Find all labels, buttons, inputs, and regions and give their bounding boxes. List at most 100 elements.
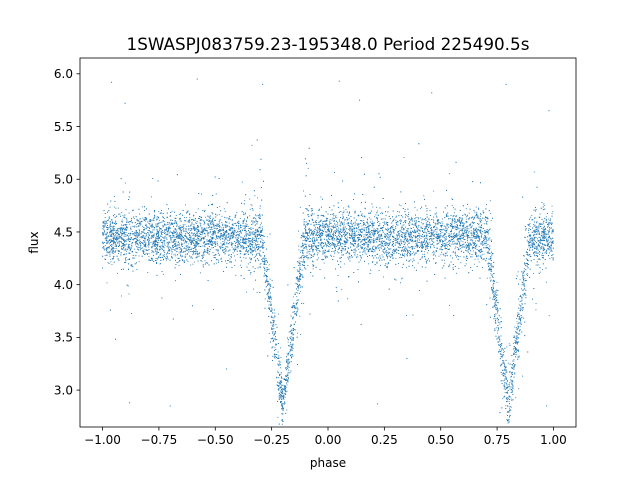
- data-point: [336, 226, 338, 228]
- data-point: [236, 212, 238, 213]
- data-point: [104, 230, 105, 232]
- data-point: [128, 235, 129, 237]
- data-point: [113, 248, 115, 249]
- data-point: [119, 235, 121, 237]
- data-point: [136, 268, 138, 270]
- data-point: [237, 247, 239, 249]
- data-point: [305, 224, 307, 226]
- data-point: [510, 381, 512, 383]
- data-point: [151, 259, 153, 261]
- data-point: [445, 230, 447, 231]
- data-point: [536, 264, 538, 266]
- data-point: [129, 232, 131, 234]
- data-point: [307, 265, 309, 266]
- data-point: [276, 344, 277, 346]
- data-point: [328, 234, 330, 236]
- data-point: [460, 235, 462, 237]
- data-point: [133, 231, 135, 233]
- data-point: [509, 382, 511, 384]
- data-point: [467, 243, 469, 245]
- data-point: [289, 331, 291, 332]
- data-point: [284, 390, 286, 392]
- data-point: [299, 276, 300, 278]
- data-point: [461, 229, 463, 231]
- data-point: [333, 256, 335, 258]
- data-point: [497, 326, 499, 328]
- data-point: [249, 198, 251, 200]
- data-point: [389, 244, 390, 246]
- data-point: [491, 288, 493, 290]
- data-point: [143, 229, 145, 231]
- data-point: [364, 247, 366, 249]
- data-point: [218, 259, 220, 261]
- data-point: [352, 229, 354, 231]
- data-point: [172, 241, 174, 242]
- data-point: [307, 232, 309, 234]
- data-point: [313, 248, 315, 250]
- data-point: [241, 229, 243, 231]
- data-point: [105, 233, 107, 235]
- data-point: [118, 236, 120, 238]
- data-point: [298, 257, 300, 259]
- data-point: [410, 259, 412, 261]
- data-point: [217, 223, 219, 225]
- data-point: [228, 254, 230, 256]
- data-point: [505, 382, 507, 384]
- data-point: [246, 291, 248, 293]
- data-point: [382, 226, 384, 228]
- data-point: [533, 171, 535, 173]
- data-point: [483, 236, 485, 238]
- data-point: [433, 238, 435, 239]
- data-point: [216, 228, 218, 230]
- data-point: [473, 263, 475, 265]
- data-point: [245, 253, 247, 255]
- data-point: [156, 217, 158, 219]
- data-point: [341, 235, 342, 236]
- data-point: [303, 247, 305, 249]
- data-point: [178, 252, 180, 254]
- data-point: [519, 304, 521, 306]
- data-point: [336, 217, 338, 219]
- data-point: [109, 246, 110, 247]
- data-point: [180, 227, 182, 229]
- data-point: [273, 322, 275, 324]
- data-point: [138, 235, 140, 236]
- data-point: [185, 241, 187, 243]
- data-point: [477, 235, 478, 237]
- data-point: [291, 340, 293, 342]
- data-point: [122, 237, 124, 239]
- data-point: [156, 216, 158, 217]
- data-point: [318, 224, 320, 225]
- data-point: [247, 226, 249, 228]
- data-point: [368, 226, 370, 228]
- data-point: [247, 239, 249, 241]
- data-point: [511, 390, 513, 392]
- data-point: [548, 252, 550, 254]
- data-point: [370, 218, 372, 220]
- data-point: [146, 253, 148, 254]
- data-point: [390, 230, 391, 232]
- data-point: [508, 343, 510, 345]
- data-point: [230, 226, 232, 228]
- data-point: [478, 208, 480, 210]
- data-point: [433, 216, 435, 218]
- data-point: [460, 233, 462, 235]
- data-point: [269, 297, 271, 299]
- data-point: [364, 224, 366, 226]
- data-point: [262, 247, 264, 249]
- data-point: [300, 291, 302, 292]
- data-point: [535, 303, 537, 305]
- data-point: [187, 229, 189, 231]
- data-point: [128, 269, 130, 271]
- data-point: [525, 294, 527, 296]
- data-point: [227, 240, 229, 242]
- data-point: [458, 237, 460, 239]
- data-point: [436, 226, 438, 228]
- data-point: [508, 420, 510, 422]
- data-point: [264, 263, 266, 265]
- data-point: [357, 224, 359, 226]
- data-point: [143, 241, 145, 243]
- data-point: [239, 264, 241, 266]
- data-point: [460, 235, 461, 237]
- data-point: [494, 314, 495, 316]
